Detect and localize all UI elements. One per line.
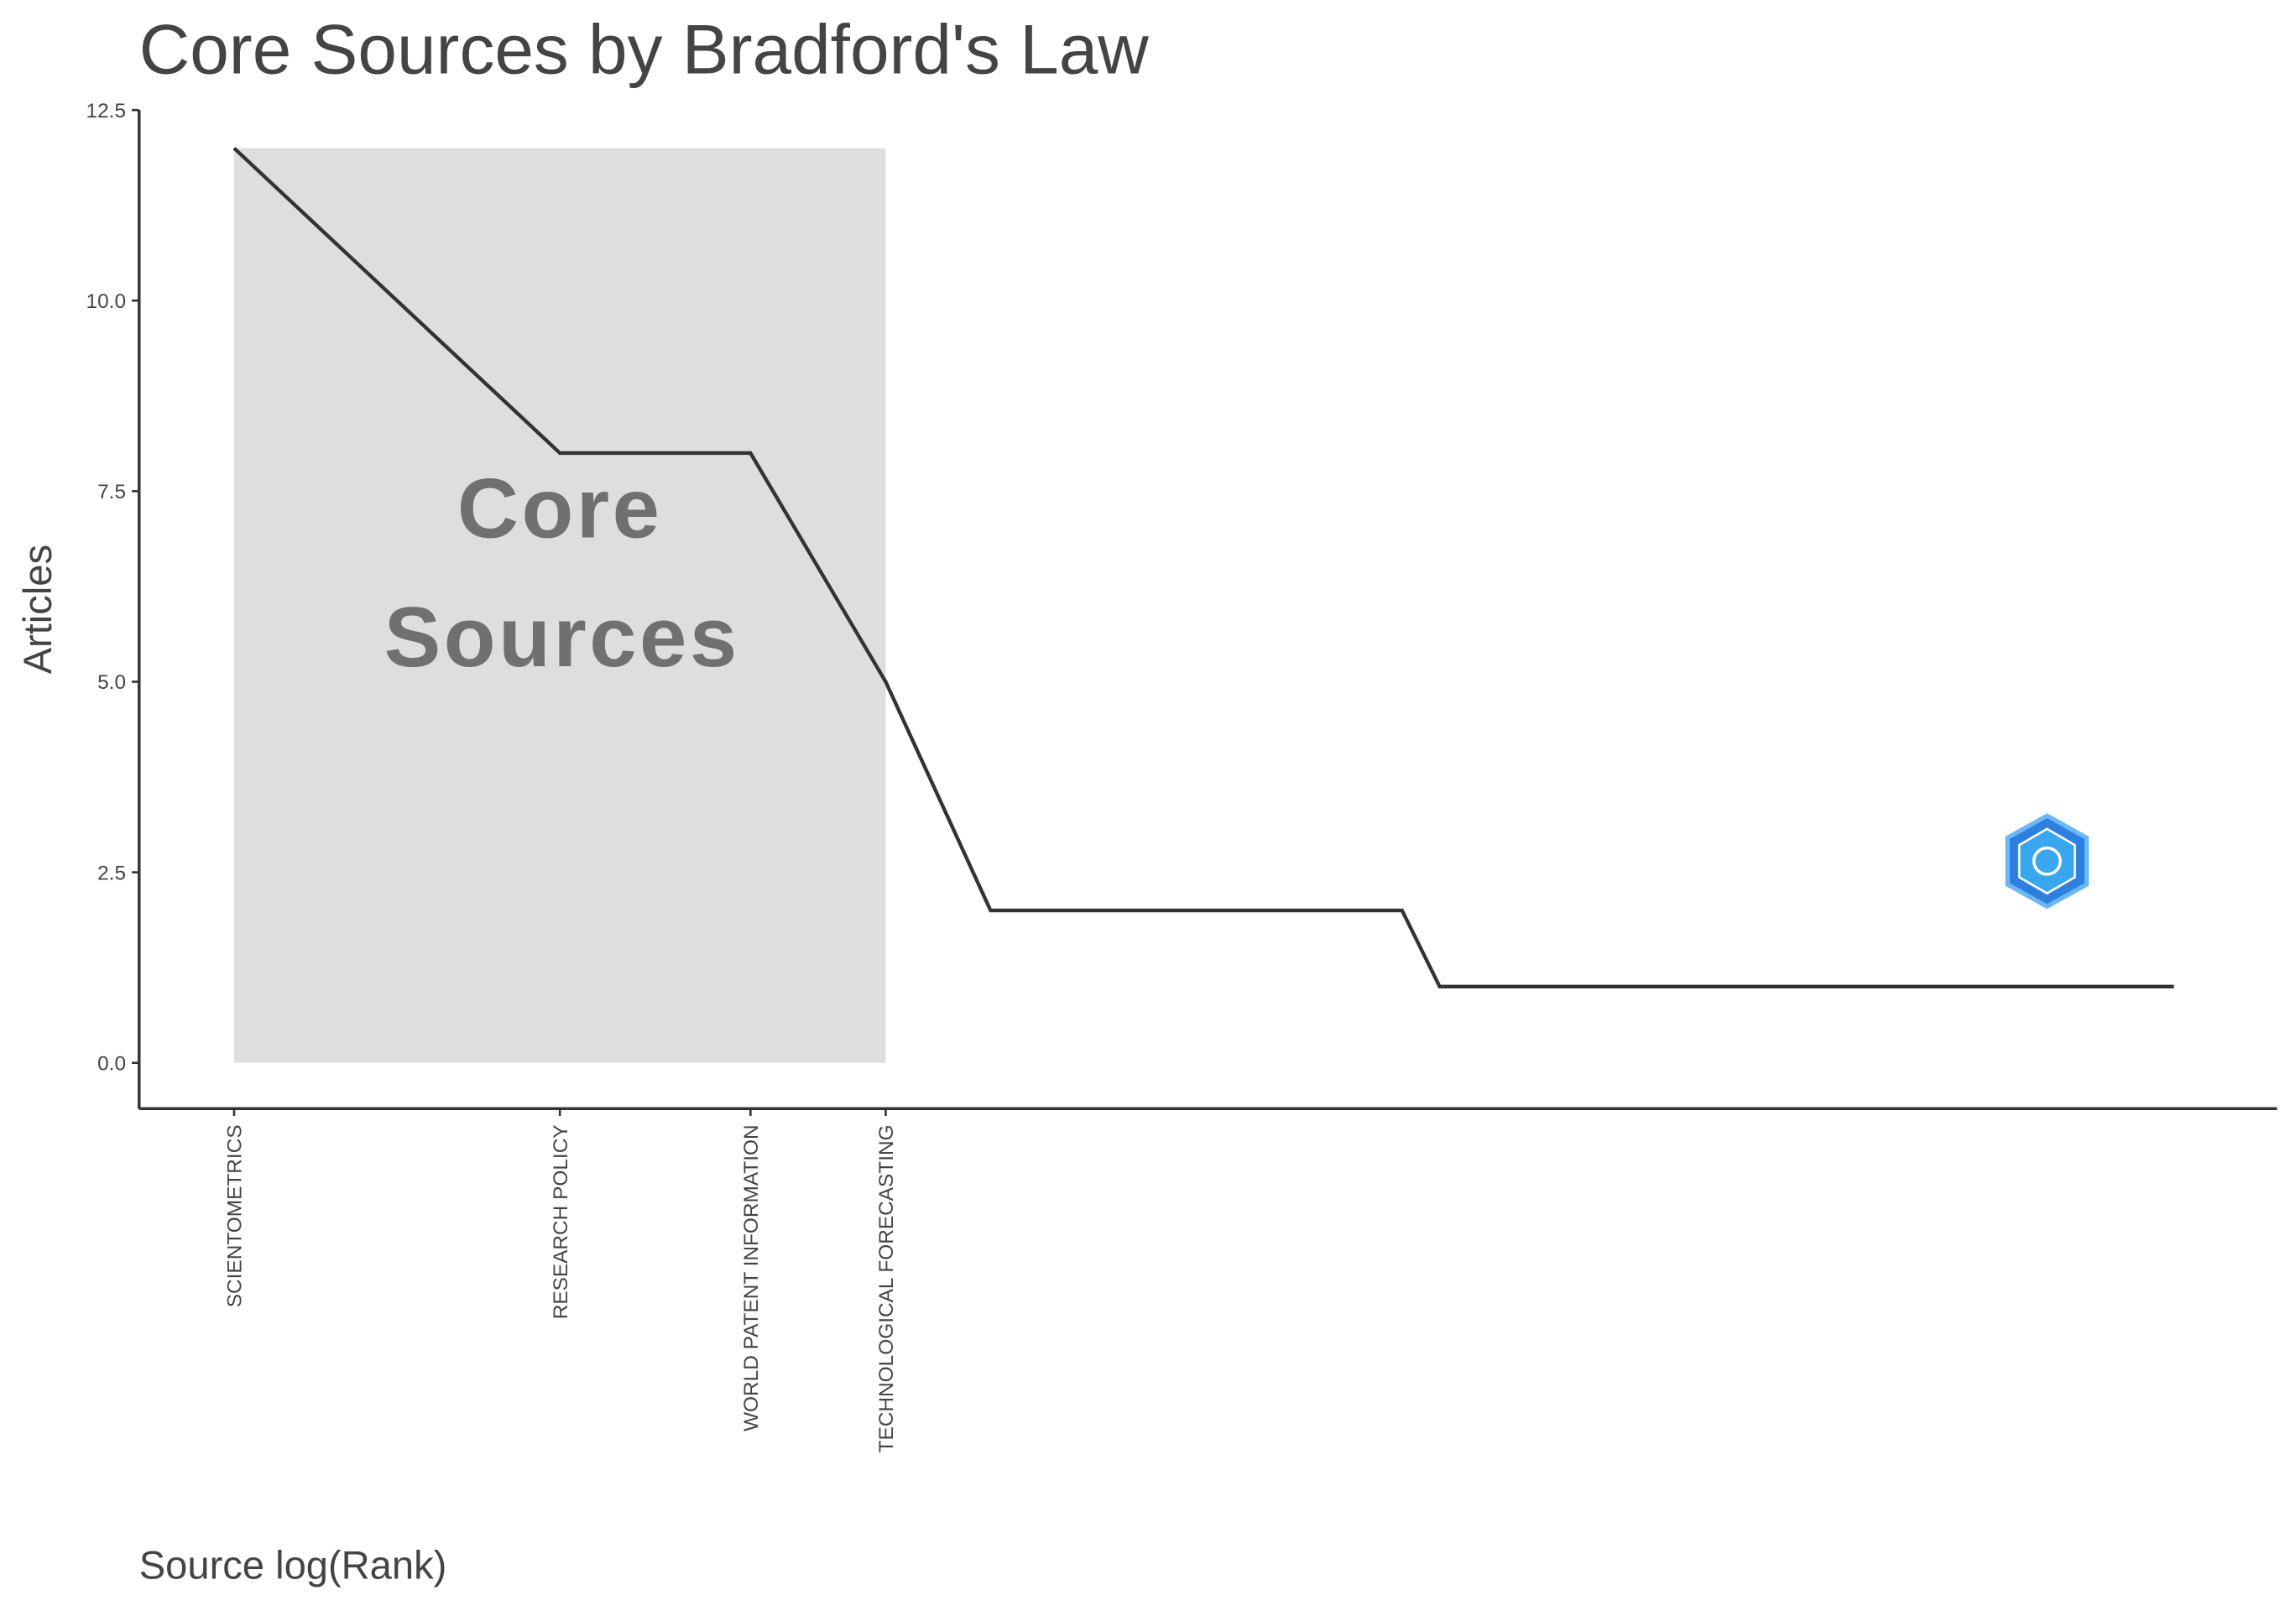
y-tick-label: 5.0 [97, 671, 126, 694]
logo [2005, 813, 2090, 910]
x-tick-label: WORLD PATENT INFORMATION [740, 1124, 763, 1431]
y-tick-label: 2.5 [97, 862, 126, 884]
core-zone-layer: Core Sources [233, 148, 886, 1063]
y-tick-label: 12.5 [86, 100, 127, 123]
core-zone-label: Core Sources [384, 461, 740, 686]
y-tick-label: 10.0 [86, 290, 127, 313]
y-tick-label: 0.0 [97, 1052, 126, 1075]
x-tick-label: RESEARCH POLICY [550, 1124, 572, 1319]
y-tick-label: 7.5 [97, 481, 126, 503]
x-axis-title: Source log(Rank) [139, 1542, 447, 1587]
core-zone [233, 148, 886, 1063]
chart-title: Core Sources by Bradford's Law [139, 10, 1150, 89]
y-axis-title: Articles [15, 545, 60, 674]
core-zone-label-box: Core Sources [384, 461, 740, 686]
x-tick-label: TECHNOLOGICAL FORECASTING [875, 1124, 898, 1452]
data-line [232, 147, 2174, 989]
x-tick-label: SCIENTOMETRICS [224, 1124, 247, 1307]
